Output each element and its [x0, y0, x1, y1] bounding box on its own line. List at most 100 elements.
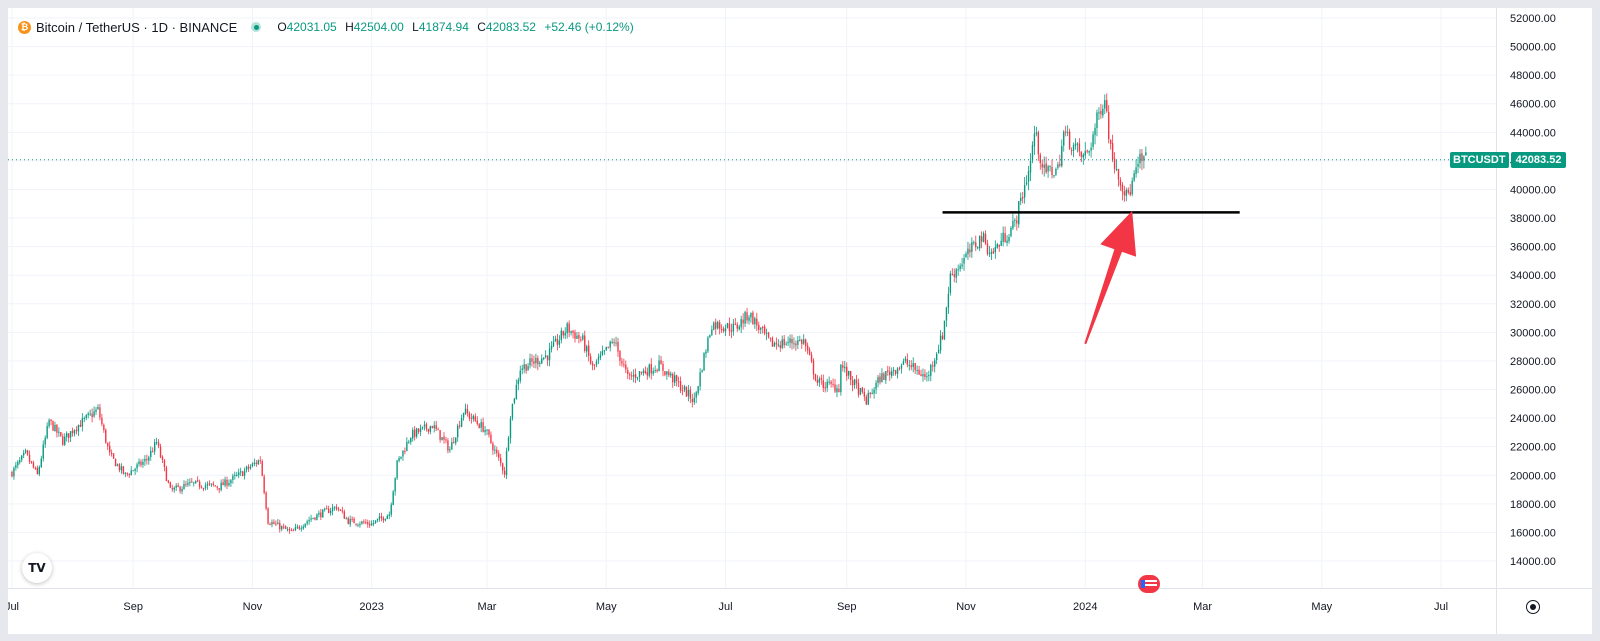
candle-body — [417, 428, 420, 433]
candle-body — [912, 363, 914, 368]
candle-body — [425, 424, 428, 429]
candle-body — [398, 458, 400, 461]
candle-body — [832, 383, 834, 385]
candle-body — [314, 517, 316, 520]
candle-body — [1049, 166, 1051, 168]
candle-body — [650, 364, 652, 374]
candle-body — [140, 461, 142, 466]
candle-body — [243, 470, 246, 476]
candle-body — [603, 350, 606, 352]
y-tick-label: 40000.00 — [1510, 184, 1556, 196]
symbol-title[interactable]: Bitcoin / TetherUS · 1D · BINANCE — [36, 19, 238, 35]
candle-body — [582, 335, 584, 340]
candle-body — [967, 248, 969, 255]
candle-body — [629, 374, 631, 376]
candle-body — [891, 371, 893, 376]
low-value: 41874.94 — [418, 20, 469, 34]
candle-body — [789, 338, 791, 343]
candle-body — [437, 429, 439, 431]
high-label: H — [345, 20, 354, 34]
candle-body — [971, 242, 973, 252]
candle-body — [380, 516, 383, 518]
candle-body — [656, 369, 658, 372]
candle-body — [1088, 150, 1090, 153]
candle-body — [95, 409, 97, 412]
candle-body — [648, 364, 650, 376]
candle-body — [142, 461, 144, 465]
candle-body — [413, 429, 416, 437]
candle-body — [218, 488, 220, 490]
candle-body — [490, 434, 492, 443]
candle-body — [1008, 236, 1010, 242]
candle-body — [1051, 167, 1053, 176]
candle-body — [124, 472, 127, 474]
candle-body — [355, 523, 357, 525]
gear-icon[interactable] — [1526, 600, 1540, 614]
candle-body — [597, 357, 600, 361]
us-flag-icon[interactable] — [1138, 575, 1160, 593]
candle-body — [887, 370, 889, 372]
candle-body — [799, 339, 801, 341]
candle-body — [286, 529, 289, 531]
candle-body — [961, 264, 963, 267]
candle-body — [64, 436, 66, 445]
candle-body — [943, 320, 946, 339]
candle-body — [554, 338, 557, 342]
candle-body — [857, 383, 860, 395]
candle-body — [611, 341, 613, 343]
candle-body — [670, 373, 672, 376]
candle-body — [1000, 240, 1002, 246]
candle-body — [456, 425, 459, 438]
annotation-arrow[interactable] — [1084, 210, 1137, 345]
y-tick-label: 14000.00 — [1510, 556, 1556, 568]
candle-body — [247, 466, 250, 469]
candle-body — [26, 450, 29, 455]
market-status-icon[interactable] — [251, 22, 262, 32]
chart-canvas[interactable]: 14000.00 16000.00 18000.00 20000.00 22000.00… — [8, 8, 1592, 634]
candle-body — [279, 522, 281, 530]
candle-body — [103, 424, 105, 431]
candle-body — [726, 323, 729, 328]
candle-body — [11, 471, 13, 477]
candle-body — [922, 374, 924, 377]
candle-body — [572, 330, 574, 333]
candle-body — [56, 424, 58, 433]
candle-body — [1106, 100, 1108, 112]
candle-body — [152, 451, 154, 453]
candle-body — [62, 436, 64, 445]
candle-body — [21, 455, 23, 460]
candle-body — [501, 463, 504, 471]
y-tick-label: 22000.00 — [1510, 442, 1556, 454]
candle-body — [283, 526, 285, 528]
candle-body — [277, 522, 279, 525]
candle-body — [562, 330, 564, 336]
candle-body — [674, 375, 676, 383]
candle-body — [683, 386, 686, 390]
candle-body — [844, 366, 846, 369]
candle-body — [400, 456, 402, 459]
candle-body — [148, 457, 150, 461]
candle-body — [580, 339, 582, 341]
candle-body — [412, 430, 414, 439]
candle-body — [537, 357, 539, 365]
candle-body — [691, 399, 693, 402]
candle-body — [660, 360, 662, 365]
candle-body — [42, 444, 44, 459]
tradingview-logo-icon[interactable]: TV — [22, 553, 52, 583]
candle-body — [1084, 151, 1086, 156]
candle-body — [867, 392, 869, 405]
candle-body — [312, 517, 314, 519]
candle-body — [900, 365, 903, 369]
candle-body — [1082, 154, 1084, 158]
candle-body — [447, 440, 449, 451]
candle-body — [846, 366, 848, 377]
candle-body — [304, 523, 306, 527]
candle-body — [402, 450, 404, 457]
candle-body — [914, 363, 916, 371]
x-tick-label: Sep — [123, 601, 143, 613]
candle-body — [339, 509, 342, 511]
candle-body — [269, 523, 271, 525]
candle-body — [255, 462, 258, 464]
candle-body — [1023, 185, 1026, 198]
candle-body — [1047, 166, 1049, 172]
